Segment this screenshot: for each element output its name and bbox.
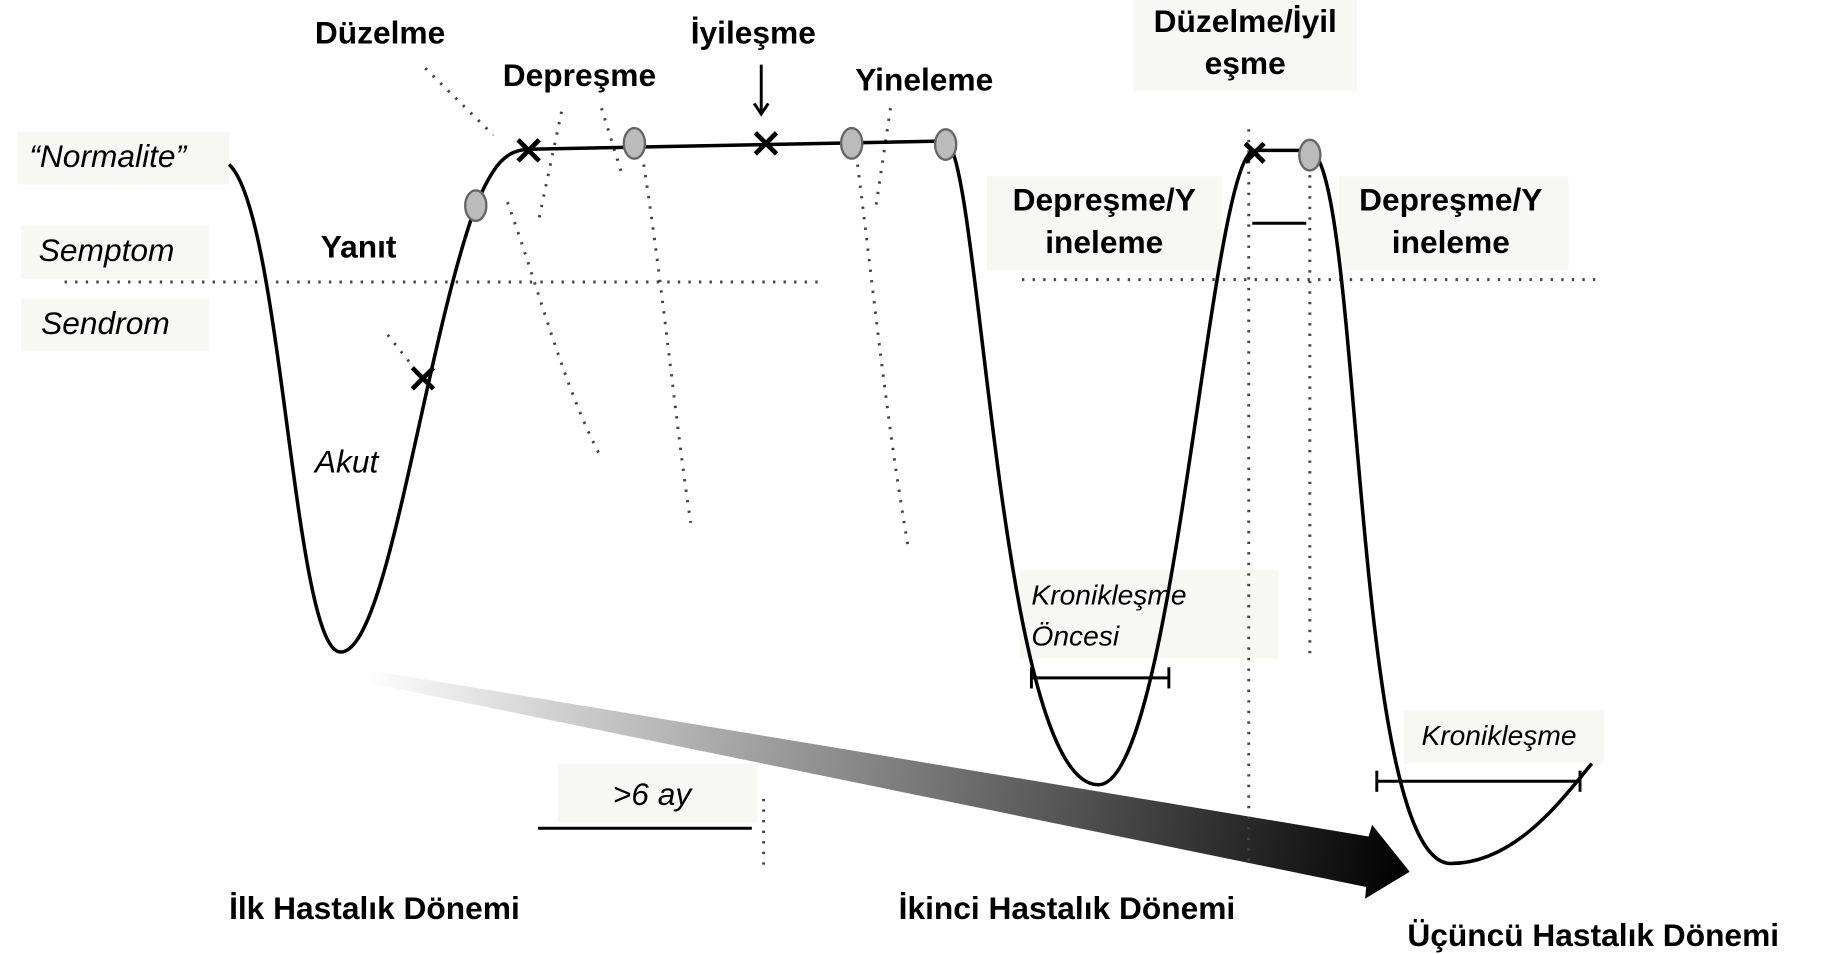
label-backgrounds: [17, 0, 1604, 823]
illness-course: [227, 139, 1594, 866]
label: Akut: [313, 443, 380, 479]
label: Sendrom: [41, 305, 170, 341]
label: >6 ay: [613, 776, 694, 812]
label: Yanıt: [321, 228, 397, 264]
dotted-lines: [386, 67, 1312, 870]
label: Kronikleşme: [1031, 578, 1186, 610]
label: İlk Hastalık Dönemi: [229, 890, 520, 926]
label: ineleme: [1045, 224, 1163, 260]
label: Öncesi: [1031, 619, 1119, 651]
label: Depreşme/Y: [1013, 181, 1196, 217]
label: Üçüncü Hastalık Dönemi: [1407, 917, 1779, 953]
label: “Normalite”: [29, 138, 187, 174]
label: Kronikleşme: [1421, 719, 1576, 751]
label: eşme: [1205, 45, 1286, 81]
arrows: [538, 64, 1582, 830]
label: ineleme: [1392, 224, 1510, 260]
markers: [410, 126, 1322, 391]
label: Semptom: [39, 232, 175, 268]
time-arrow: [350, 667, 1410, 899]
label: İyileşme: [691, 15, 816, 51]
label: İkinci Hastalık Dönemi: [899, 890, 1236, 926]
label: Yineleme: [855, 62, 993, 98]
label: Depreşme: [503, 57, 656, 93]
label: Düzelme/İyil: [1154, 3, 1337, 39]
label: Depreşme/Y: [1359, 181, 1542, 217]
label: Düzelme: [315, 15, 445, 51]
